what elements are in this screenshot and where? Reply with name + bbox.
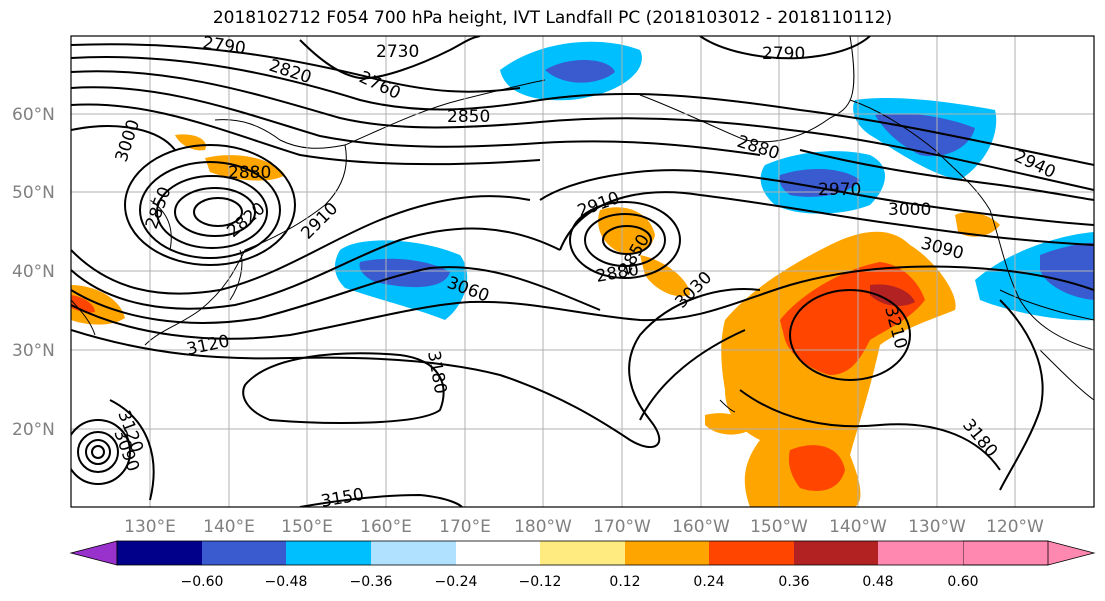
colorbar-tick-label: 0.60 xyxy=(947,574,978,590)
contour-label: 3000 xyxy=(888,200,931,220)
colorbar-tick-label: 0.36 xyxy=(778,574,809,590)
lon-tick-label: 130°W xyxy=(908,517,966,537)
colorbar-segment xyxy=(540,541,625,565)
contour-label: 2790 xyxy=(201,33,247,59)
colorbar-tick-label: −0.36 xyxy=(350,574,393,590)
lat-tick-label: 30°N xyxy=(12,341,55,361)
contour-label: 2880 xyxy=(228,163,271,183)
lon-tick-label: 160°E xyxy=(360,517,412,537)
contour-label: 2730 xyxy=(376,42,419,62)
colorbar-extend-high xyxy=(962,540,1096,566)
colorbar-segment xyxy=(202,541,286,565)
colorbar-tick-label: −0.60 xyxy=(181,574,224,590)
contour-label: 2970 xyxy=(818,180,861,200)
colorbar-extend-low xyxy=(69,540,118,566)
colorbar-segment xyxy=(878,541,963,565)
lon-tick-label: 140°E xyxy=(203,517,255,537)
lat-tick-label: 20°N xyxy=(12,420,55,440)
contour-label: 2790 xyxy=(762,44,805,64)
height-contours xyxy=(71,36,1094,507)
lon-tick-label: 170°W xyxy=(593,517,651,537)
colorbar-segment xyxy=(286,541,371,565)
colorbar-segment xyxy=(371,541,456,565)
map-plot-area: 2790 2730 2790 2820 2760 2850 3000 2880 … xyxy=(71,33,1094,512)
colorbar-segment xyxy=(625,541,709,565)
ivt-shading-negative xyxy=(334,41,1094,321)
lat-tick-label: 60°N xyxy=(12,105,55,125)
colorbar-tick-label: −0.48 xyxy=(265,574,308,590)
lon-tick-label: 170°E xyxy=(439,517,491,537)
coastlines xyxy=(71,36,1094,413)
lon-tick-label: 140°W xyxy=(829,517,887,537)
contour-label: 3150 xyxy=(319,485,365,512)
lon-tick-label: 180°W xyxy=(514,517,572,537)
colorbar-segment xyxy=(456,541,540,565)
colorbar-segment xyxy=(709,541,794,565)
lon-tick-label: 160°W xyxy=(672,517,730,537)
map-title: 2018102712 F054 700 hPa height, IVT Land… xyxy=(212,8,893,28)
colorbar-tick-label: 0.24 xyxy=(693,574,724,590)
map-frame xyxy=(70,35,1095,508)
colorbar-segment xyxy=(794,541,878,565)
lon-tick-label: 130°E xyxy=(124,517,176,537)
ivt-shading-positive xyxy=(71,134,1000,507)
longitude-labels: 130°E 140°E 150°E 160°E 170°E 180°W 170°… xyxy=(124,517,1044,537)
lon-tick-label: 150°W xyxy=(750,517,808,537)
colorbar-tick-label: −0.12 xyxy=(519,574,562,590)
colorbar-tick-label: −0.24 xyxy=(435,574,478,590)
colorbar: −0.60 −0.48 −0.36 −0.24 −0.12 0.12 0.24 … xyxy=(69,540,1096,590)
lat-tick-label: 40°N xyxy=(12,262,55,282)
latitude-labels: 60°N 50°N 40°N 30°N 20°N xyxy=(12,105,55,440)
lat-tick-label: 50°N xyxy=(12,183,55,203)
lon-tick-label: 120°W xyxy=(986,517,1044,537)
lon-tick-label: 150°E xyxy=(281,517,333,537)
graticule xyxy=(71,36,1094,507)
contour-label: 2850 xyxy=(447,107,490,127)
colorbar-tick-label: 0.48 xyxy=(862,574,893,590)
colorbar-segment xyxy=(117,541,202,565)
colorbar-tick-label: 0.12 xyxy=(609,574,640,590)
